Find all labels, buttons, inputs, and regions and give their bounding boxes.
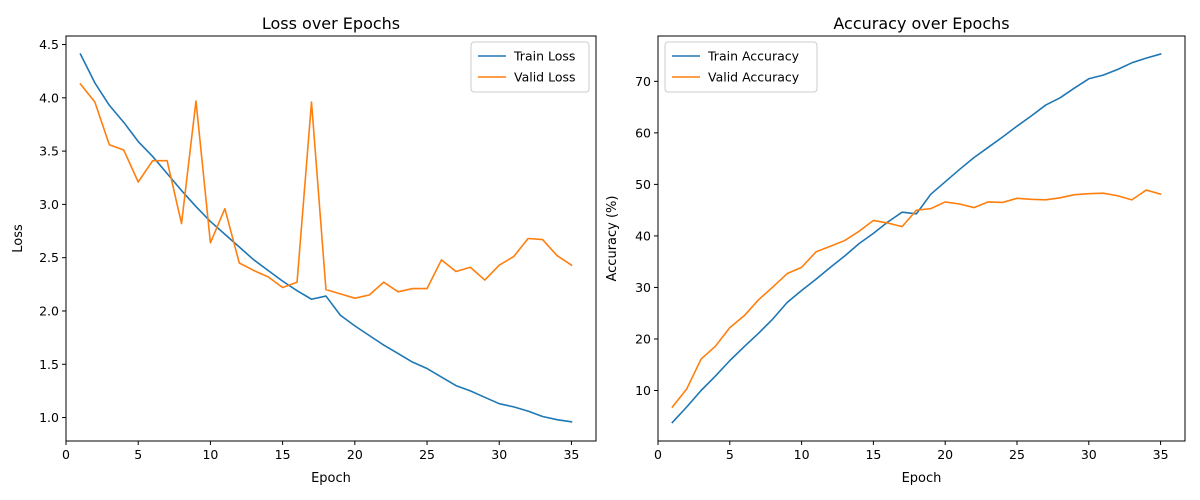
plot-frame	[65, 35, 597, 442]
y-tick-label: 10	[635, 383, 651, 398]
y-tick-label: 4.5	[39, 37, 59, 52]
y-tick-label: 3.0	[39, 197, 59, 212]
legend-label: Valid Loss	[514, 70, 576, 85]
x-tick-label: 35	[563, 447, 579, 462]
y-tick-label: 4.0	[39, 90, 59, 105]
x-tick-label: 10	[794, 447, 810, 462]
y-tick-label: 40	[635, 228, 651, 243]
legend-label: Train Loss	[513, 49, 575, 64]
series-line-valid-loss	[79, 82, 573, 299]
y-tick-label: 1.5	[39, 357, 59, 372]
chart-panel-2: Accuracy over Epochs 0 5 10 15 20 25 30 35 10 20 30…	[605, 14, 1186, 486]
legend-box	[470, 41, 590, 93]
x-tick-label: 10	[202, 447, 218, 462]
chart-title: Loss over Epochs	[262, 14, 400, 33]
x-tick-label: 0	[654, 447, 662, 462]
y-axis-label: Loss	[11, 224, 26, 253]
chart-panel-1: Loss over Epochs 0 5 10 15 20 25 30 35 1.0 1.5 2.0 2…	[11, 14, 597, 486]
legend: Train Accuracy Valid Accuracy	[664, 41, 818, 93]
x-axis-label: Epoch	[902, 471, 942, 486]
y-tick-label: 1.0	[39, 410, 59, 425]
series-line-train-loss	[79, 53, 573, 423]
x-tick-label: 25	[419, 447, 435, 462]
y-axis-label: Accuracy (%)	[605, 196, 620, 282]
legend: Train Loss Valid Loss	[470, 41, 590, 93]
y-tick-label: 50	[635, 177, 651, 192]
y-tick-label: 2.5	[39, 250, 59, 265]
series-line-valid-accuracy	[671, 189, 1162, 409]
y-tick-label: 70	[635, 74, 651, 89]
x-tick-label: 20	[937, 447, 953, 462]
plot-frame	[657, 35, 1186, 442]
x-tick-label: 5	[134, 447, 142, 462]
y-tick-label: 3.5	[39, 144, 59, 159]
legend-label: Valid Accuracy	[708, 70, 800, 85]
x-tick-label: 35	[1153, 447, 1169, 462]
y-tick-label: 20	[635, 331, 651, 346]
chart-title: Accuracy over Epochs	[833, 14, 1009, 33]
x-tick-label: 30	[491, 447, 507, 462]
legend-label: Train Accuracy	[707, 49, 800, 64]
y-tick-label: 60	[635, 125, 651, 140]
x-tick-label: 15	[275, 447, 291, 462]
x-axis-label: Epoch	[311, 471, 351, 486]
y-tick-label: 2.0	[39, 303, 59, 318]
y-tick-label: 30	[635, 280, 651, 295]
series-line-train-accuracy	[671, 53, 1162, 424]
x-tick-label: 25	[1009, 447, 1025, 462]
legend-box	[664, 41, 818, 93]
x-tick-label: 30	[1081, 447, 1097, 462]
x-tick-label: 0	[62, 447, 70, 462]
x-tick-label: 5	[726, 447, 734, 462]
x-tick-label: 15	[865, 447, 881, 462]
x-tick-label: 20	[347, 447, 363, 462]
